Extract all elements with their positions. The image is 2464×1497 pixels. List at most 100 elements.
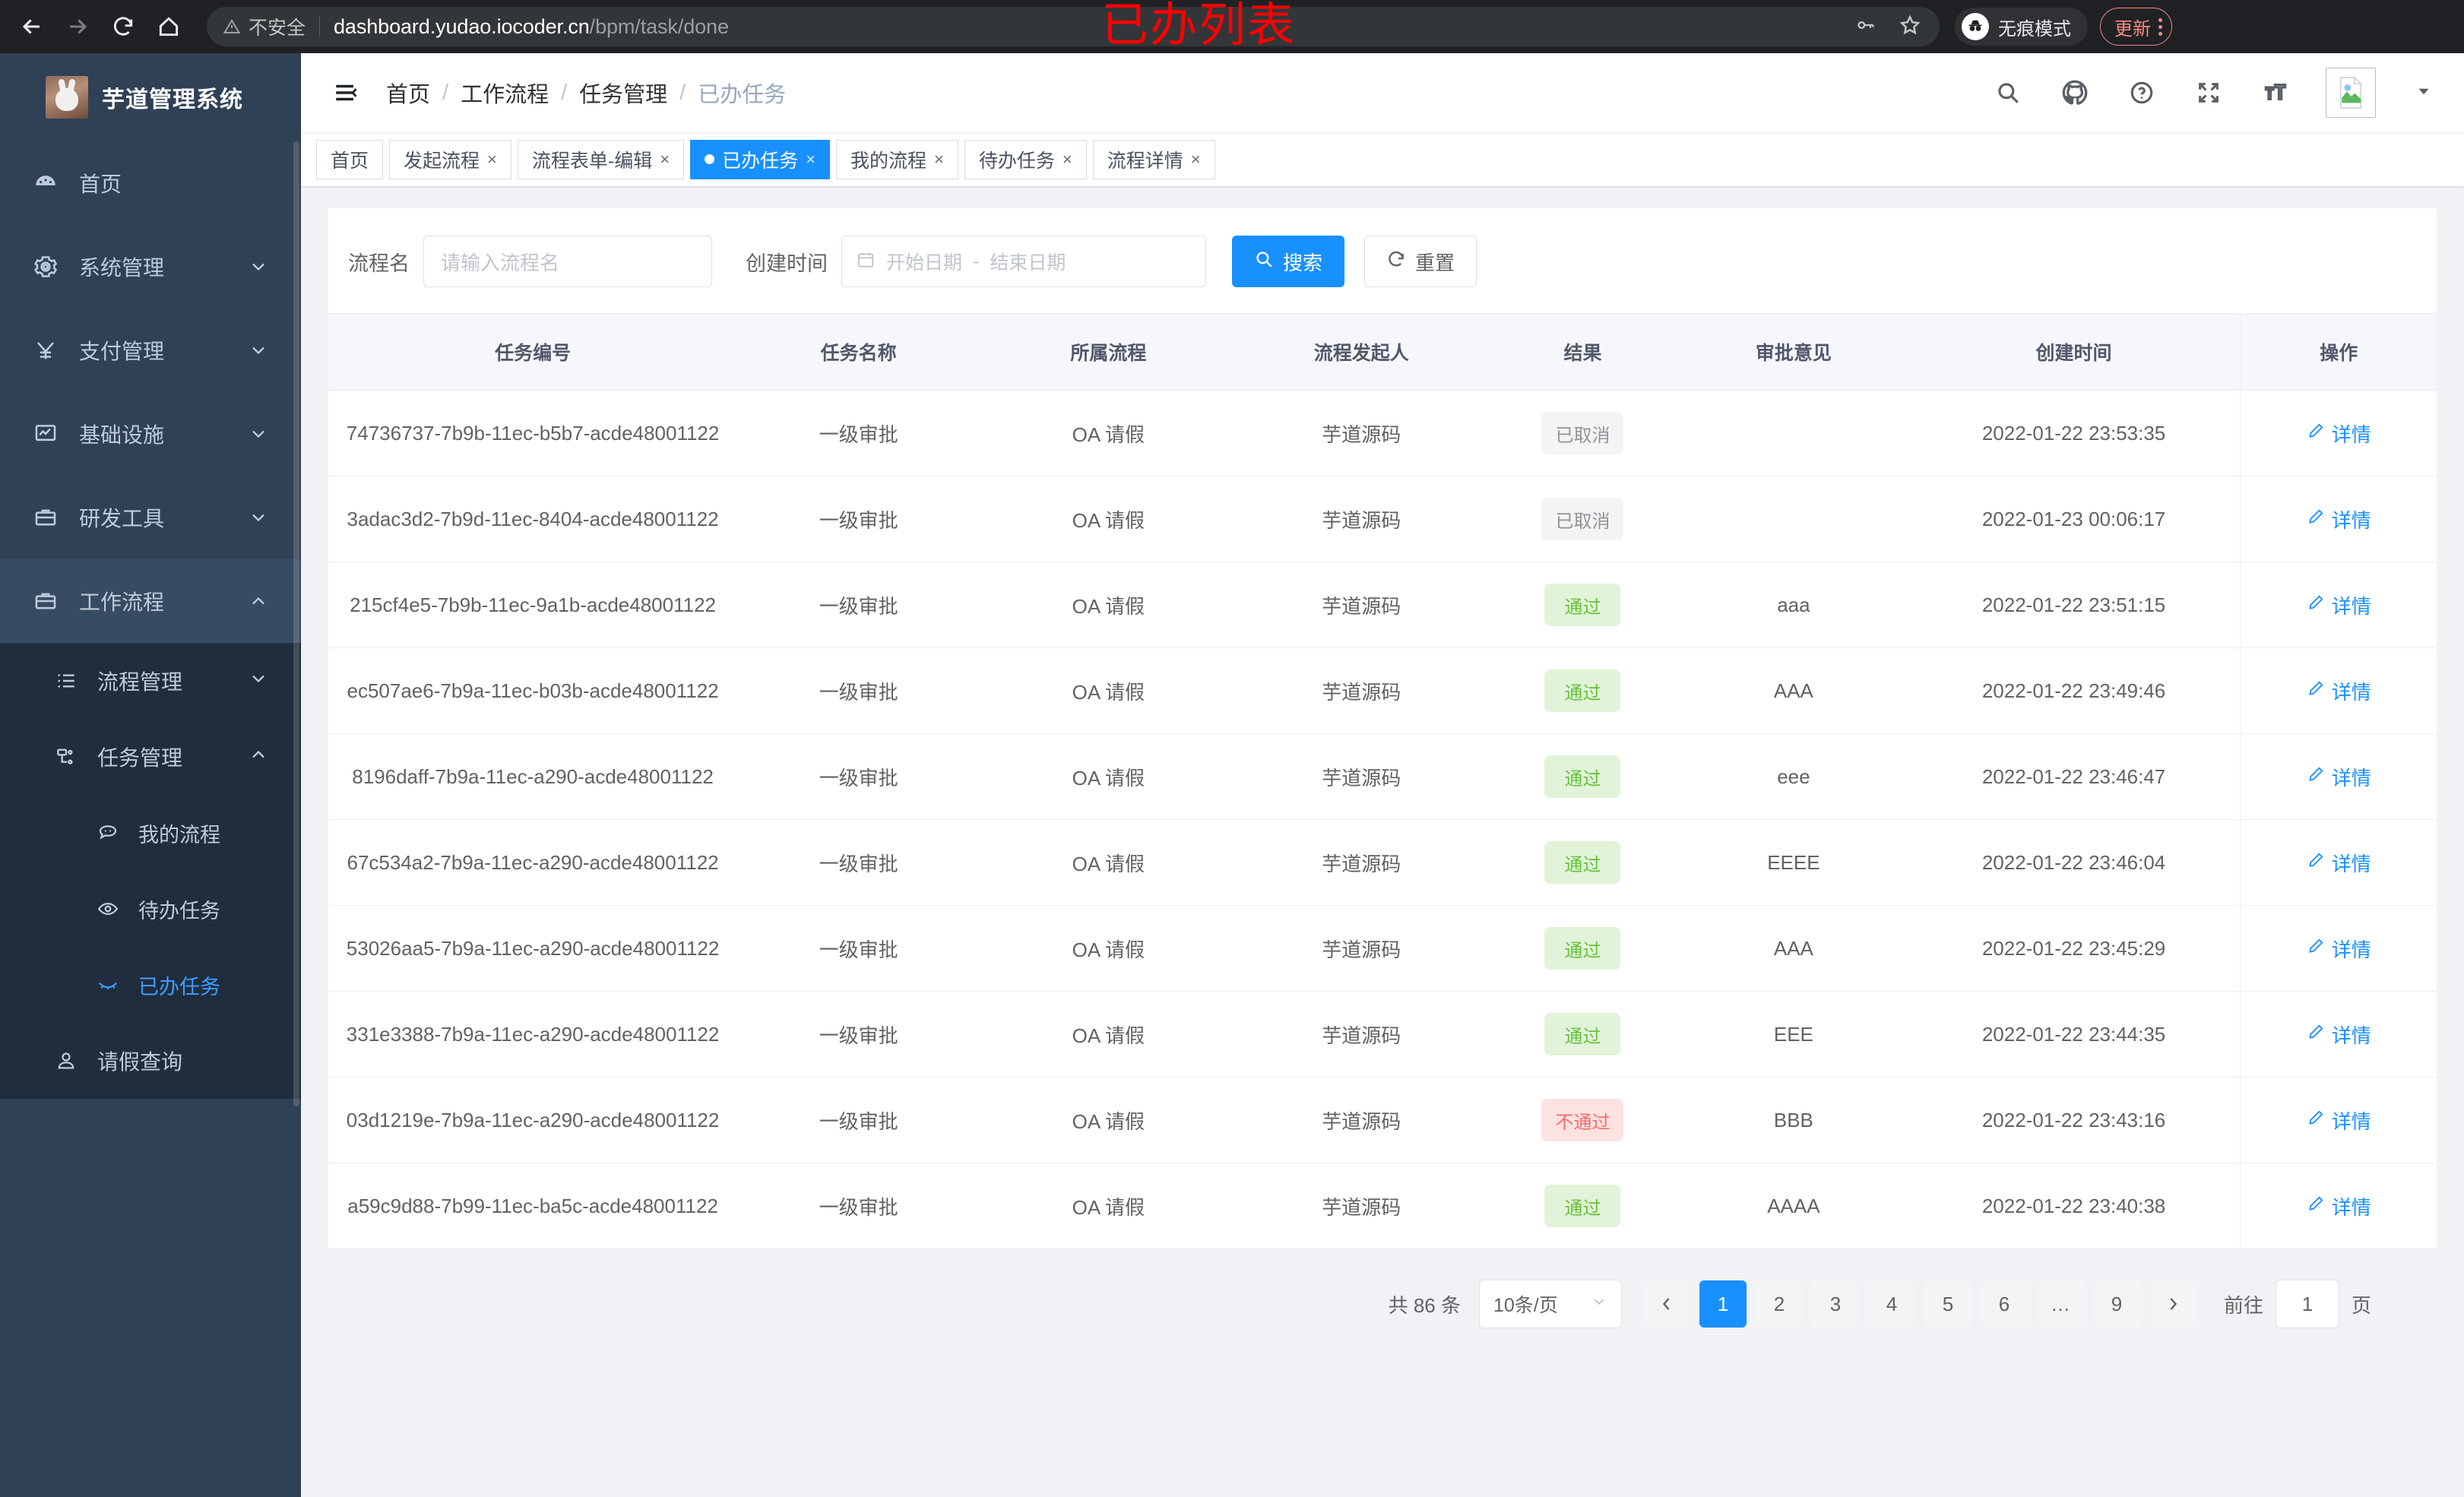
detail-button[interactable]: 详情	[2307, 849, 2371, 877]
column-header-result[interactable]: 结果	[1485, 313, 1680, 391]
create-time-range-picker[interactable]: 开始日期 - 结束日期	[841, 236, 1206, 287]
column-header-starter[interactable]: 流程发起人	[1237, 313, 1486, 391]
table-row[interactable]: 3adac3d2-7b9d-11ec-8404-acde48001122 一级审批…	[328, 476, 2437, 562]
sidebar-item-done-task[interactable]: 已办任务	[0, 947, 301, 1023]
column-header-task-name[interactable]: 任务名称	[737, 313, 980, 391]
back-arrow-icon[interactable]	[11, 5, 53, 48]
column-header-created[interactable]: 创建时间	[1907, 313, 2241, 391]
github-icon[interactable]	[2058, 76, 2092, 109]
table-row[interactable]: 53026aa5-7b9a-11ec-a290-acde48001122 一级审批…	[328, 905, 2437, 992]
table-row[interactable]: ec507ae6-7b9a-11ec-b03b-acde48001122 一级审批…	[328, 647, 2437, 734]
sidebar-item-todo-task[interactable]: 待办任务	[0, 871, 301, 947]
sidebar-item-payment[interactable]: 支付管理	[0, 309, 301, 392]
table-row[interactable]: 215cf4e5-7b9b-11ec-9a1b-acde48001122 一级审批…	[328, 562, 2437, 648]
fullscreen-icon[interactable]	[2192, 76, 2225, 109]
update-button[interactable]: 更新	[2100, 8, 2172, 46]
sidebar-item-my-process[interactable]: 我的流程	[0, 795, 301, 871]
column-header-process[interactable]: 所属流程	[980, 313, 1237, 391]
tab-my-process[interactable]: 我的流程 ×	[835, 139, 958, 179]
detail-button[interactable]: 详情	[2307, 1106, 2371, 1135]
column-header-task-id[interactable]: 任务编号	[328, 313, 738, 391]
forward-arrow-icon[interactable]	[56, 5, 99, 48]
edit-icon	[2307, 679, 2325, 703]
search-icon[interactable]	[1991, 76, 2025, 109]
table-row[interactable]: 67c534a2-7b9a-11ec-a290-acde48001122 一级审批…	[328, 819, 2437, 906]
sidebar-scrollbar[interactable]	[293, 141, 299, 1106]
sidebar-item-system[interactable]: 系统管理	[0, 225, 301, 309]
close-icon[interactable]: ×	[660, 149, 670, 169]
page-button-1[interactable]: 1	[1699, 1280, 1747, 1328]
close-icon[interactable]: ×	[806, 149, 816, 169]
table-row[interactable]: 331e3388-7b9a-11ec-a290-acde48001122 一级审批…	[328, 991, 2437, 1078]
search-button[interactable]: 搜索	[1232, 236, 1345, 287]
tab-todo-task[interactable]: 待办任务 ×	[964, 139, 1087, 179]
breadcrumb-item-task-management[interactable]: 任务管理	[579, 83, 668, 107]
sidebar-item-task-management[interactable]: 任务管理	[0, 719, 301, 795]
detail-button[interactable]: 详情	[2307, 1021, 2371, 1049]
kebab-menu-icon[interactable]	[2158, 17, 2162, 36]
sidebar-item-leave-query[interactable]: 请假查询	[0, 1023, 301, 1099]
sidebar-item-home[interactable]: 首页	[0, 141, 301, 225]
page-button-6[interactable]: 6	[1980, 1280, 2028, 1328]
hamburger-icon[interactable]	[328, 75, 363, 110]
sidebar-item-workflow[interactable]: 工作流程	[0, 559, 301, 643]
detail-button[interactable]: 详情	[2307, 419, 2371, 448]
tab-home[interactable]: 首页	[316, 139, 384, 179]
font-size-icon[interactable]	[2259, 76, 2292, 109]
tab-label: 首页	[331, 150, 369, 172]
tab-start-process[interactable]: 发起流程 ×	[389, 139, 511, 179]
detail-button[interactable]: 详情	[2307, 505, 2371, 533]
page-button-5[interactable]: 5	[1924, 1280, 1972, 1328]
next-page-button[interactable]	[2149, 1280, 2196, 1328]
sidebar-subitem-label: 请假查询	[97, 1050, 183, 1074]
column-header-comment[interactable]: 审批意见	[1680, 313, 1908, 391]
detail-button[interactable]: 详情	[2307, 763, 2371, 791]
detail-button[interactable]: 详情	[2307, 677, 2371, 705]
detail-label: 详情	[2331, 766, 2371, 790]
prev-page-button[interactable]	[1642, 1280, 1690, 1328]
avatar[interactable]	[2326, 68, 2376, 118]
page-button-4[interactable]: 4	[1867, 1280, 1915, 1328]
column-header-action[interactable]: 操作	[2240, 313, 2437, 391]
sidebar-item-process-management[interactable]: 流程管理	[0, 643, 301, 719]
sidebar-item-devtools[interactable]: 研发工具	[0, 476, 301, 559]
cell-comment: EEE	[1680, 991, 1908, 1078]
page-ellipsis[interactable]: …	[2036, 1280, 2084, 1328]
cell-comment: EEEE	[1680, 819, 1908, 906]
page-button-9[interactable]: 9	[2092, 1280, 2140, 1328]
chevron-down-icon[interactable]	[2414, 81, 2434, 105]
sidebar-logo[interactable]: 芋道管理系统	[0, 53, 301, 141]
close-icon[interactable]: ×	[487, 149, 497, 169]
tree-icon	[47, 745, 85, 769]
cell-starter: 芋道源码	[1237, 562, 1486, 648]
detail-button[interactable]: 详情	[2307, 935, 2371, 963]
reset-button[interactable]: 重置	[1364, 236, 1477, 287]
home-icon[interactable]	[147, 5, 190, 48]
help-icon[interactable]	[2125, 76, 2158, 109]
close-icon[interactable]: ×	[1190, 149, 1201, 169]
tab-done-task[interactable]: 已办任务 ×	[690, 139, 830, 179]
sidebar-item-infrastructure[interactable]: 基础设施	[0, 392, 301, 476]
page-button-3[interactable]: 3	[1811, 1280, 1859, 1328]
star-icon[interactable]	[1899, 14, 1921, 40]
table-row[interactable]: 03d1219e-7b9a-11ec-a290-acde48001122 一级审批…	[328, 1077, 2437, 1163]
close-icon[interactable]: ×	[933, 149, 944, 169]
reload-icon[interactable]	[102, 5, 144, 48]
detail-button[interactable]: 详情	[2307, 591, 2371, 619]
table-row[interactable]: 8196daff-7b9a-11ec-a290-acde48001122 一级审批…	[328, 733, 2437, 820]
table-row[interactable]: 74736737-7b9b-11ec-b5b7-acde48001122 一级审批…	[328, 390, 2437, 476]
page-button-2[interactable]: 2	[1755, 1280, 1803, 1328]
key-icon[interactable]	[1854, 14, 1876, 40]
breadcrumb-item-home[interactable]: 首页	[386, 83, 431, 107]
process-name-input[interactable]: 请输入流程名	[423, 236, 712, 287]
detail-button[interactable]: 详情	[2307, 1192, 2371, 1220]
tab-process-form-edit[interactable]: 流程表单-编辑 ×	[517, 139, 685, 179]
close-icon[interactable]: ×	[1062, 149, 1072, 169]
page-size-select[interactable]: 10条/页	[1478, 1280, 1622, 1328]
tab-process-detail[interactable]: 流程详情 ×	[1092, 139, 1215, 179]
breadcrumb-item-workflow[interactable]: 工作流程	[461, 83, 549, 107]
incognito-indicator[interactable]: 无痕模式	[1955, 8, 2088, 46]
address-bar[interactable]: 不安全 dashboard.yudao.iocoder.cn/bpm/task/…	[207, 7, 1940, 46]
goto-page-input[interactable]: 1	[2275, 1280, 2339, 1328]
table-row[interactable]: a59c9d88-7b99-11ec-ba5c-acde48001122 一级审批…	[328, 1163, 2437, 1249]
